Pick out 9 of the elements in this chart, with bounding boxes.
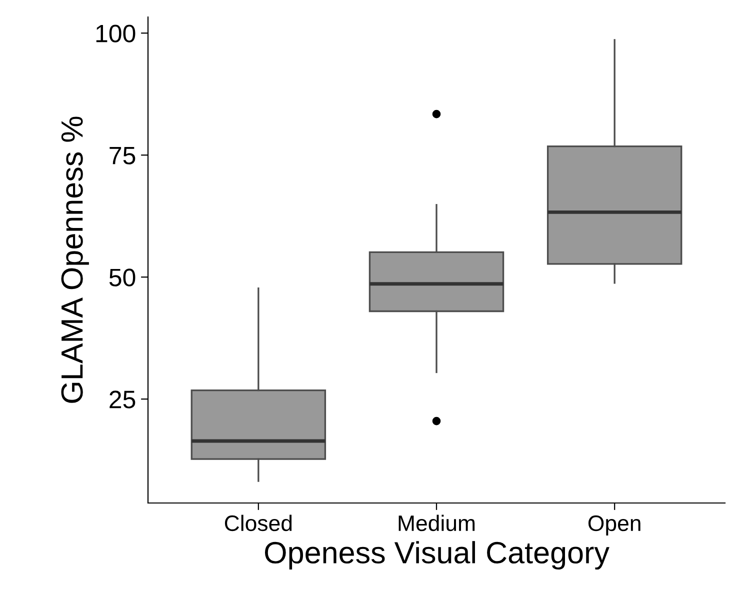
y-tick-label: 75 xyxy=(110,146,136,164)
y-tick-label: 50 xyxy=(109,268,136,286)
x-tick-label: Medium xyxy=(398,514,475,532)
x-axis-title: Openess Visual Category xyxy=(264,541,610,570)
y-tick-label: 25 xyxy=(110,390,136,408)
y-tick-label: 100 xyxy=(96,24,136,42)
y-axis-title: GLAMA Openness % xyxy=(61,116,89,403)
x-tick-label: Open xyxy=(588,515,640,536)
x-tick-label: Closed xyxy=(224,514,292,532)
